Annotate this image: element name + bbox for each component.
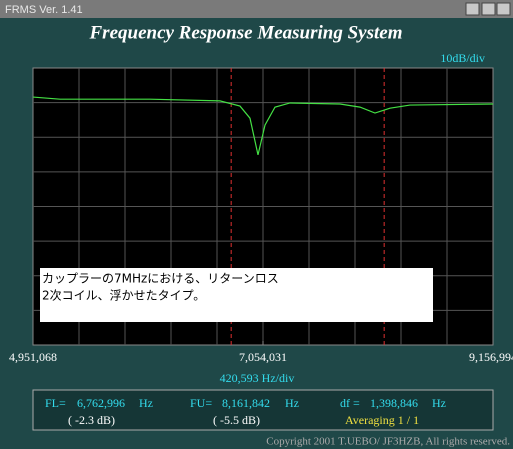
- note-line: 2次コイル、浮かせたタイプ。: [42, 289, 205, 303]
- fl-level: ( -2.3 dB): [68, 413, 115, 427]
- fu-unit: Hz: [285, 396, 299, 410]
- title-bar: [0, 0, 513, 18]
- minimize-button[interactable]: [465, 2, 480, 16]
- x-tick-label: 4,951,068: [9, 350, 57, 364]
- copyright: Copyright 2001 T.UEBO/ JF3HZB, All right…: [266, 436, 510, 448]
- maximize-button[interactable]: [481, 2, 496, 16]
- df-value: 1,398,846: [370, 396, 418, 410]
- fu-label: FU=: [190, 396, 212, 410]
- fl-unit: Hz: [139, 396, 153, 410]
- readout-panel: [32, 389, 494, 431]
- note-line: カップラーの7MHzにおける、リターンロス: [42, 272, 279, 286]
- close-button[interactable]: [496, 2, 511, 16]
- df-unit: Hz: [432, 396, 446, 410]
- fl-label: FL=: [45, 396, 66, 410]
- y-scale-label: 10dB/div: [440, 51, 485, 65]
- x-tick-label: 7,054,031: [239, 350, 287, 364]
- fl-value: 6,762,996: [77, 396, 125, 410]
- chart-title: Frequency Response Measuring System: [89, 22, 403, 43]
- fu-value: 8,161,842: [222, 396, 270, 410]
- x-tick-label: 9,156,994: [469, 350, 513, 364]
- fu-level: ( -5.5 dB): [213, 413, 260, 427]
- window-title: FRMS Ver. 1.41: [5, 4, 83, 16]
- averaging: Averaging 1 / 1: [345, 413, 419, 427]
- note-box: [40, 268, 433, 322]
- df-label: df =: [340, 396, 360, 410]
- x-scale-label: 420,593 Hz/div: [220, 371, 295, 385]
- trace: [32, 96, 494, 156]
